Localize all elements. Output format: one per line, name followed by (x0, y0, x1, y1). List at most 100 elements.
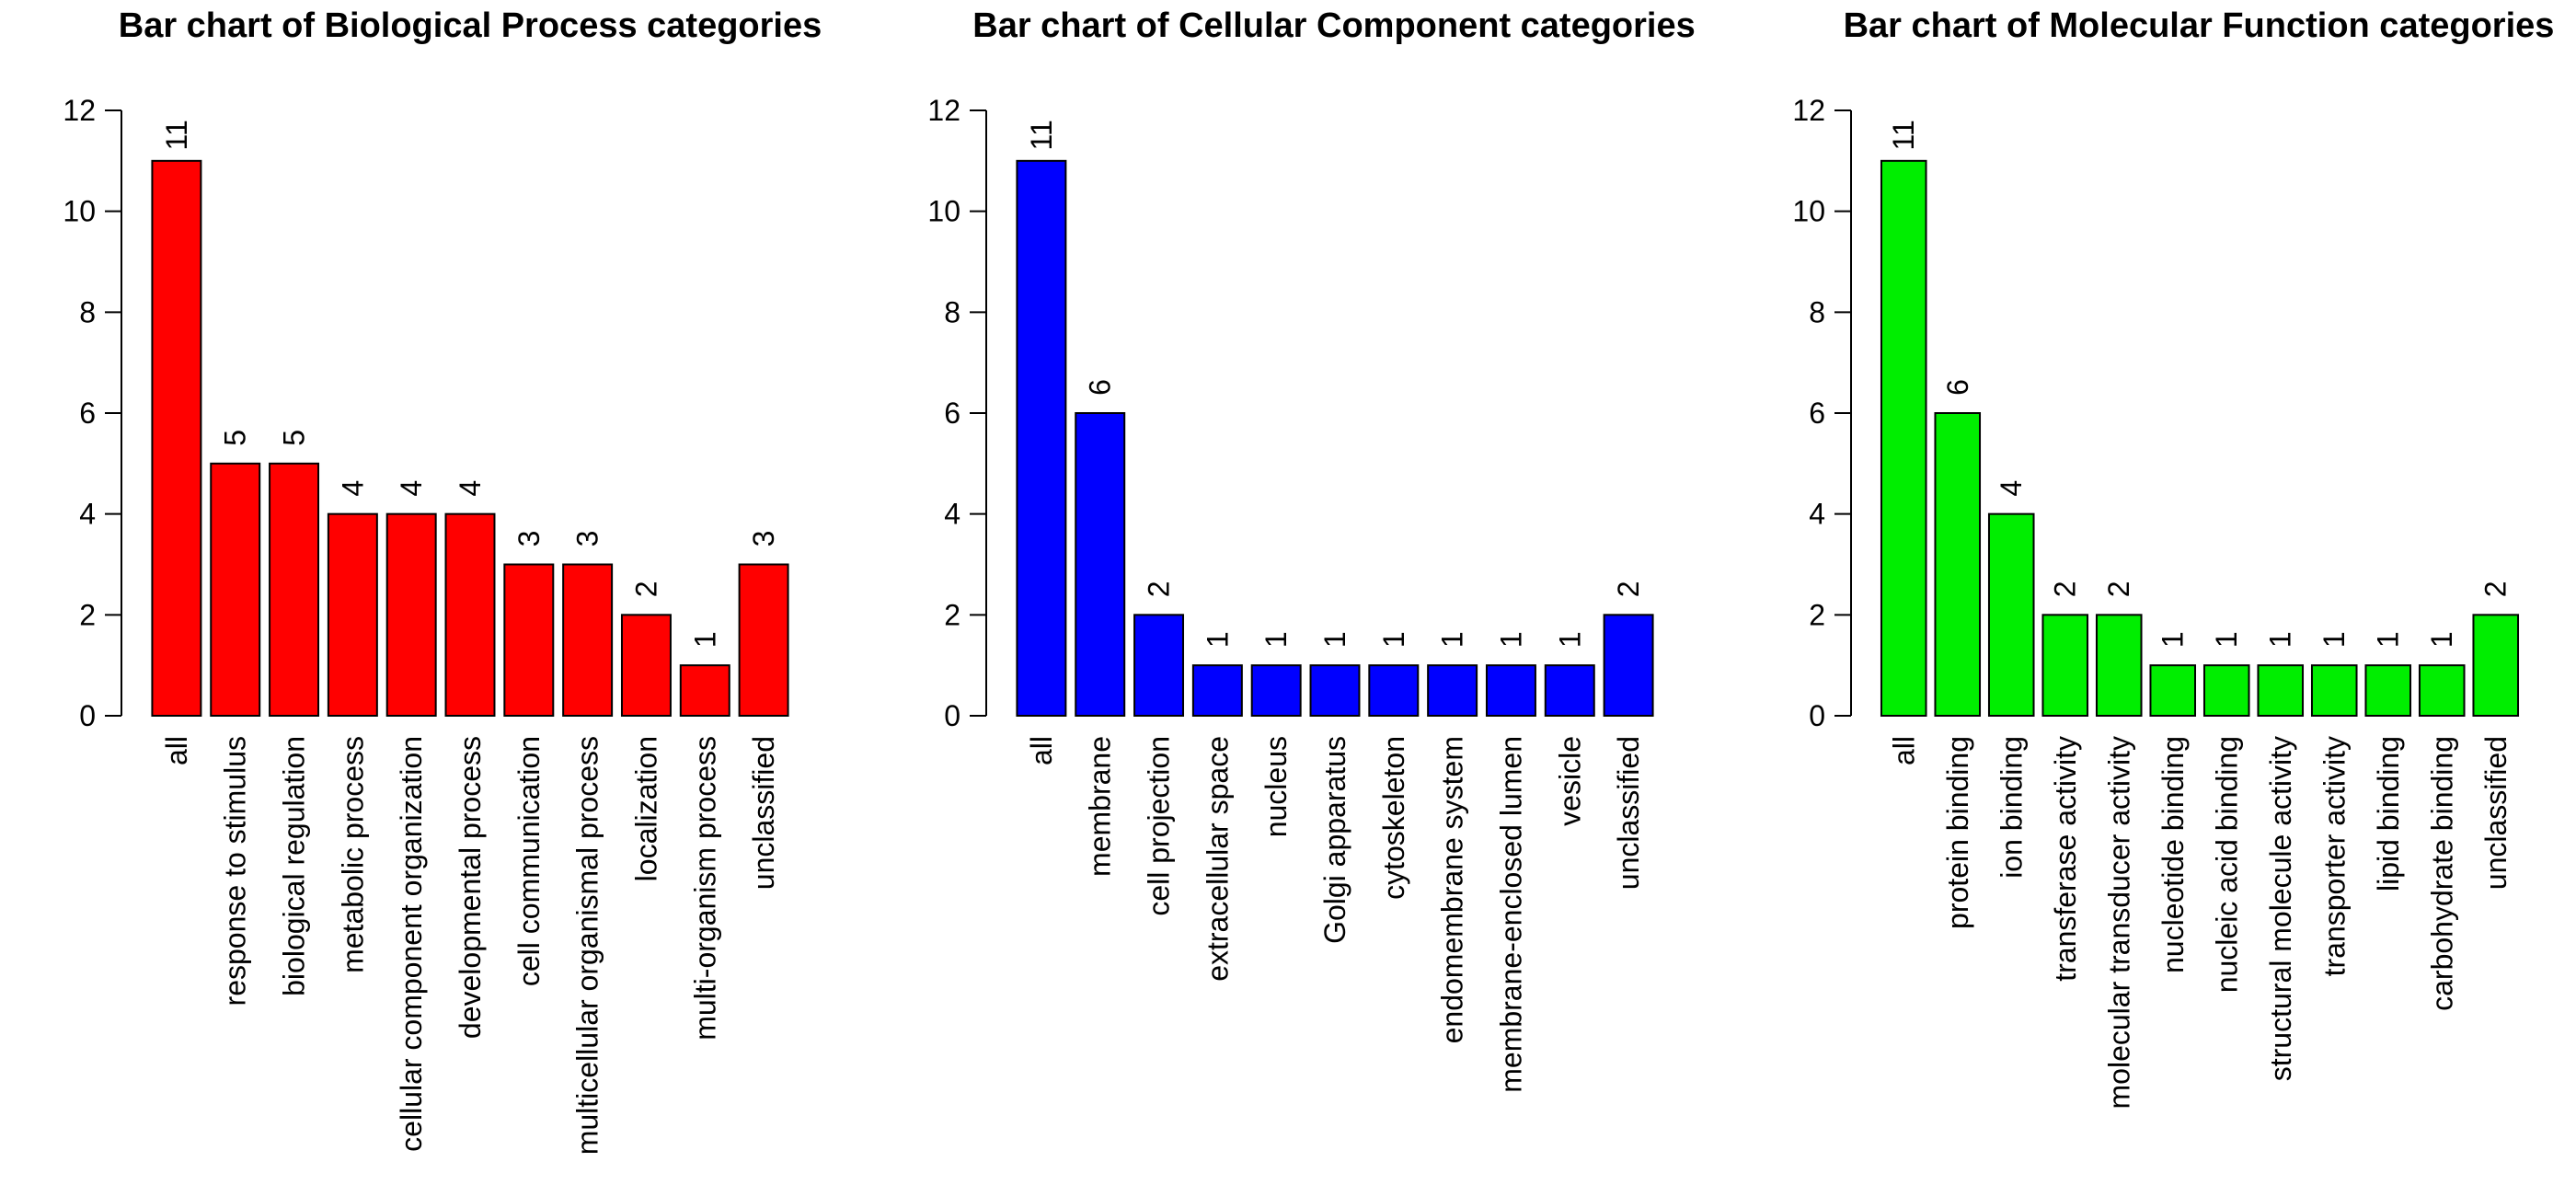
bar (1427, 664, 1478, 718)
y-axis: 0 2 4 6 8 10 12 (927, 94, 987, 732)
x-tick-label: extracellular space (1201, 736, 1234, 982)
bar (1934, 412, 1982, 717)
y-tick-label: 0 (79, 699, 96, 732)
data-label: 1 (2210, 631, 2243, 648)
x-tick-label: developmental process (454, 736, 487, 1039)
bar (1987, 512, 2035, 718)
x-tick-label: protein binding (1941, 736, 1974, 929)
bar (738, 563, 789, 717)
y-tick-label: 8 (1809, 295, 1825, 328)
bars: 1 1 all 6 protein binding 4 ion binding 2 transf… (1880, 120, 2520, 1109)
data-label: 2 (629, 581, 662, 597)
data-label: 5 (278, 430, 311, 446)
bar (620, 614, 672, 717)
x-tick-label: membrane-enclosed lumen (1494, 736, 1527, 1093)
bar (1250, 664, 1302, 718)
x-tick-label: molecular transducer activity (2102, 736, 2135, 1109)
data-label: 4 (395, 480, 428, 497)
bar (1880, 159, 1927, 718)
data-label: 1 (1553, 631, 1586, 648)
bar (2472, 614, 2520, 717)
bar (327, 512, 378, 718)
y-tick-label: 6 (944, 397, 960, 430)
data-label: 11 (160, 120, 193, 150)
x-tick-label: cell communication (512, 736, 546, 986)
y-axis: 0 2 4 6 8 10 12 (63, 94, 122, 732)
y-tick-label: 0 (944, 699, 960, 732)
y-axis: 0 2 4 6 8 10 12 (1792, 94, 1852, 732)
x-tick-label: all (1887, 736, 1920, 765)
y-tick-label: 2 (1809, 598, 1825, 631)
chart-title: Bar chart of Molecular Function categori… (1844, 6, 2555, 45)
x-tick-label: multi-organism process (688, 736, 721, 1041)
bar (2041, 614, 2089, 717)
x-tick-label: nucleus (1259, 736, 1293, 837)
data-label: 1 (1436, 631, 1469, 648)
bar (1016, 159, 1067, 718)
bar (1075, 412, 1126, 717)
x-tick-label: localization (629, 736, 662, 881)
y-tick-label: 12 (1792, 94, 1825, 127)
data-label: 1 (2425, 631, 2458, 648)
x-tick-label: biological regulation (278, 736, 311, 996)
data-label: 1 (2372, 631, 2405, 648)
x-tick-label: endomembrane system (1436, 736, 1469, 1043)
y-tick-label: 10 (63, 195, 96, 228)
data-label: 6 (1941, 379, 1974, 396)
x-tick-label: response to stimulus (219, 736, 252, 1006)
data-label: 1 (2264, 631, 2297, 648)
bar (269, 462, 320, 717)
x-tick-label: carbohydrate binding (2425, 736, 2458, 1011)
x-tick-label: nucleic acid binding (2210, 736, 2243, 993)
x-tick-label: unclassified (2479, 736, 2513, 890)
bar (679, 664, 730, 718)
x-tick-label: all (160, 736, 193, 765)
x-tick-label: ion binding (1995, 736, 2028, 879)
data-label: 3 (512, 531, 546, 547)
chart-title: Bar chart of Cellular Component categori… (972, 6, 1696, 45)
data-label: 4 (336, 480, 369, 497)
data-label: 2 (1612, 581, 1645, 597)
data-label: 3 (747, 531, 780, 547)
x-tick-label: transporter activity (2317, 736, 2351, 976)
bar (562, 563, 614, 717)
bar (2418, 664, 2466, 718)
data-label: 5 (219, 430, 252, 446)
data-label: 1 (1318, 631, 1351, 648)
bar (2149, 664, 2197, 718)
y-tick-label: 8 (79, 295, 96, 328)
data-label: 1 (1494, 631, 1527, 648)
x-tick-label: structural molecule activity (2264, 736, 2297, 1081)
chart-title: Bar chart of Biological Process categori… (119, 6, 822, 45)
x-tick-label: Golgi apparatus (1318, 736, 1351, 944)
data-label: 6 (1084, 379, 1117, 396)
x-tick-label: lipid binding (2372, 736, 2405, 891)
x-tick-label: transferase activity (2049, 736, 2082, 982)
y-tick-label: 10 (1792, 195, 1825, 228)
y-tick-label: 6 (79, 397, 96, 430)
chart-panel-cellular-component: Bar chart of Cellular Component categori… (927, 6, 1695, 1093)
data-label: 2 (1143, 581, 1176, 597)
y-tick-label: 4 (944, 498, 960, 531)
data-label: 4 (1995, 480, 2028, 497)
bar (1603, 614, 1654, 717)
data-label: 3 (571, 531, 604, 547)
bar (2095, 614, 2143, 717)
x-tick-label: cellular component organization (395, 736, 428, 1152)
bar (1485, 664, 1536, 718)
bars: 11 all 5 response to stimulus 5 biological re… (151, 120, 789, 1155)
data-label: 11 (1025, 120, 1058, 150)
x-tick-label: multicellular organismal process (571, 736, 604, 1155)
chart-panel-biological-process: Bar chart of Biological Process categori… (63, 6, 822, 1155)
bar (2310, 664, 2358, 718)
bar (1191, 664, 1243, 718)
chart-panel-molecular-function: Bar chart of Molecular Function categori… (1792, 6, 2554, 1109)
bar (385, 512, 437, 718)
data-label: 2 (2049, 581, 2082, 597)
bar (503, 563, 555, 717)
y-tick-label: 12 (63, 94, 96, 127)
bar (151, 159, 202, 718)
data-label: 2 (2102, 581, 2135, 597)
y-tick-label: 8 (944, 295, 960, 328)
